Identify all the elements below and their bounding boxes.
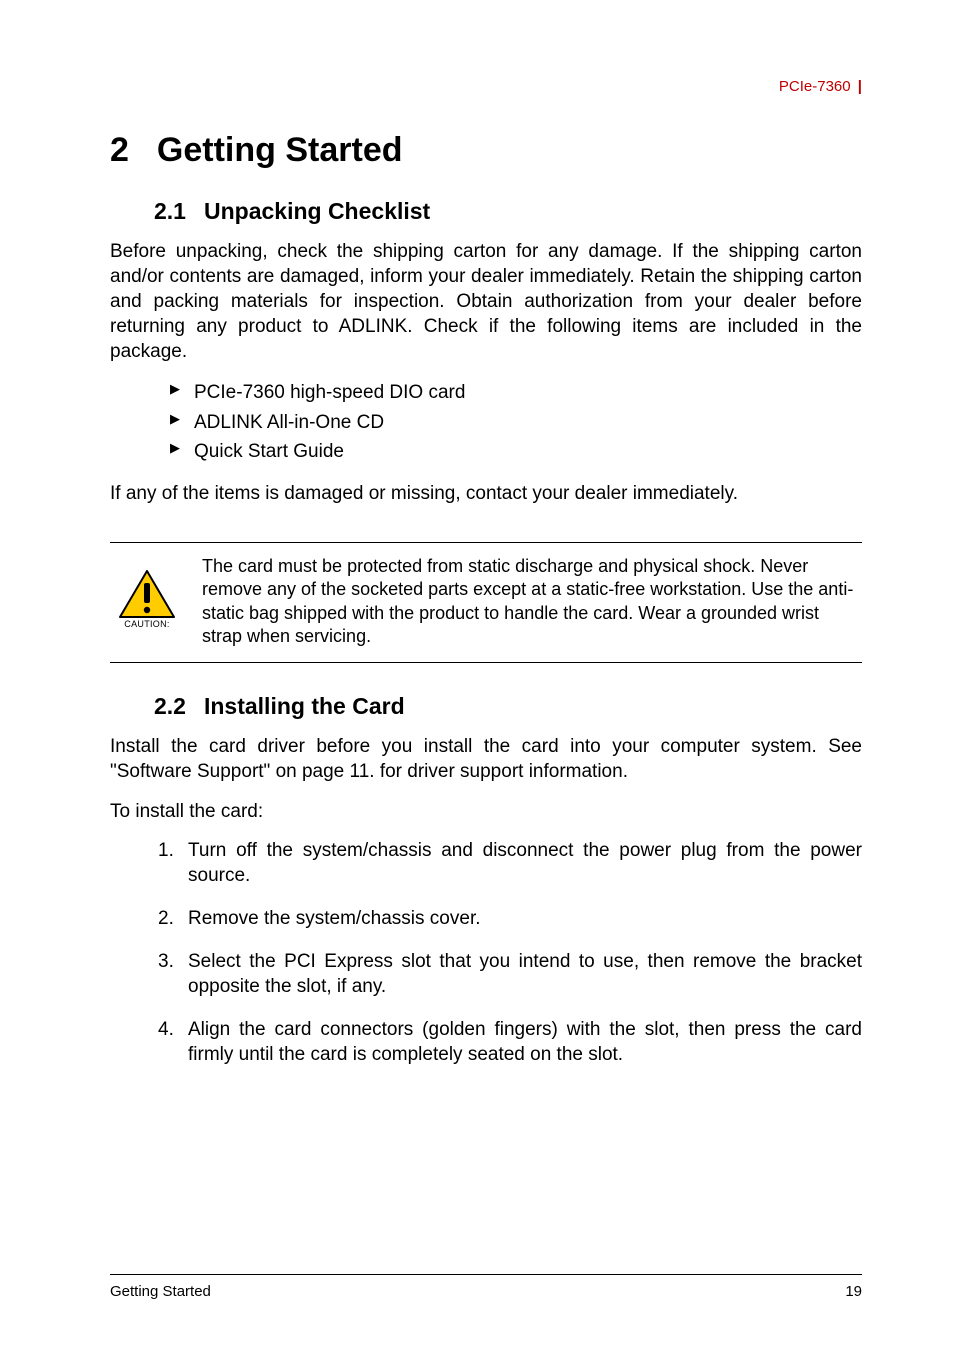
header-bar: | [854, 78, 862, 95]
caution-box: CAUTION: The card must be protected from… [110, 542, 862, 664]
section-number: 2.2 [154, 693, 186, 720]
page-header: PCIe-7360 | [110, 78, 862, 95]
section-title: Installing the Card [204, 693, 405, 719]
list-item: Turn off the system/chassis and disconne… [158, 838, 862, 888]
section-heading-2-1: 2.1 Unpacking Checklist [154, 198, 862, 225]
footer-page-number: 19 [845, 1283, 862, 1300]
caution-triangle-icon [118, 569, 176, 619]
list-item: Quick Start Guide [170, 437, 862, 466]
caution-icon-wrapper: CAUTION: [110, 555, 184, 629]
caution-text: The card must be protected from static d… [202, 555, 862, 649]
checklist-items: PCIe-7360 high-speed DIO card ADLINK All… [170, 378, 862, 466]
chapter-number: 2 [110, 131, 129, 170]
install-steps: Turn off the system/chassis and disconne… [158, 838, 862, 1068]
list-item: ADLINK All-in-One CD [170, 408, 862, 437]
product-name: PCIe-7360 [779, 78, 851, 95]
section1-para1: Before unpacking, check the shipping car… [110, 239, 862, 364]
section-number: 2.1 [154, 198, 186, 225]
page-footer: Getting Started 19 [110, 1274, 862, 1300]
list-item: Align the card connectors (golden finger… [158, 1017, 862, 1067]
list-item: PCIe-7360 high-speed DIO card [170, 378, 862, 407]
chapter-heading: 2 Getting Started [110, 131, 862, 170]
chapter-title: Getting Started [157, 131, 403, 169]
caution-label: CAUTION: [110, 619, 184, 629]
footer-left: Getting Started [110, 1283, 211, 1300]
section2-para2: To install the card: [110, 799, 862, 824]
section1-para2: If any of the items is damaged or missin… [110, 481, 862, 506]
section2-para1: Install the card driver before you insta… [110, 734, 862, 784]
list-item: Remove the system/chassis cover. [158, 906, 862, 931]
section-heading-2-2: 2.2 Installing the Card [154, 693, 862, 720]
list-item: Select the PCI Express slot that you int… [158, 949, 862, 999]
section-title: Unpacking Checklist [204, 198, 430, 224]
